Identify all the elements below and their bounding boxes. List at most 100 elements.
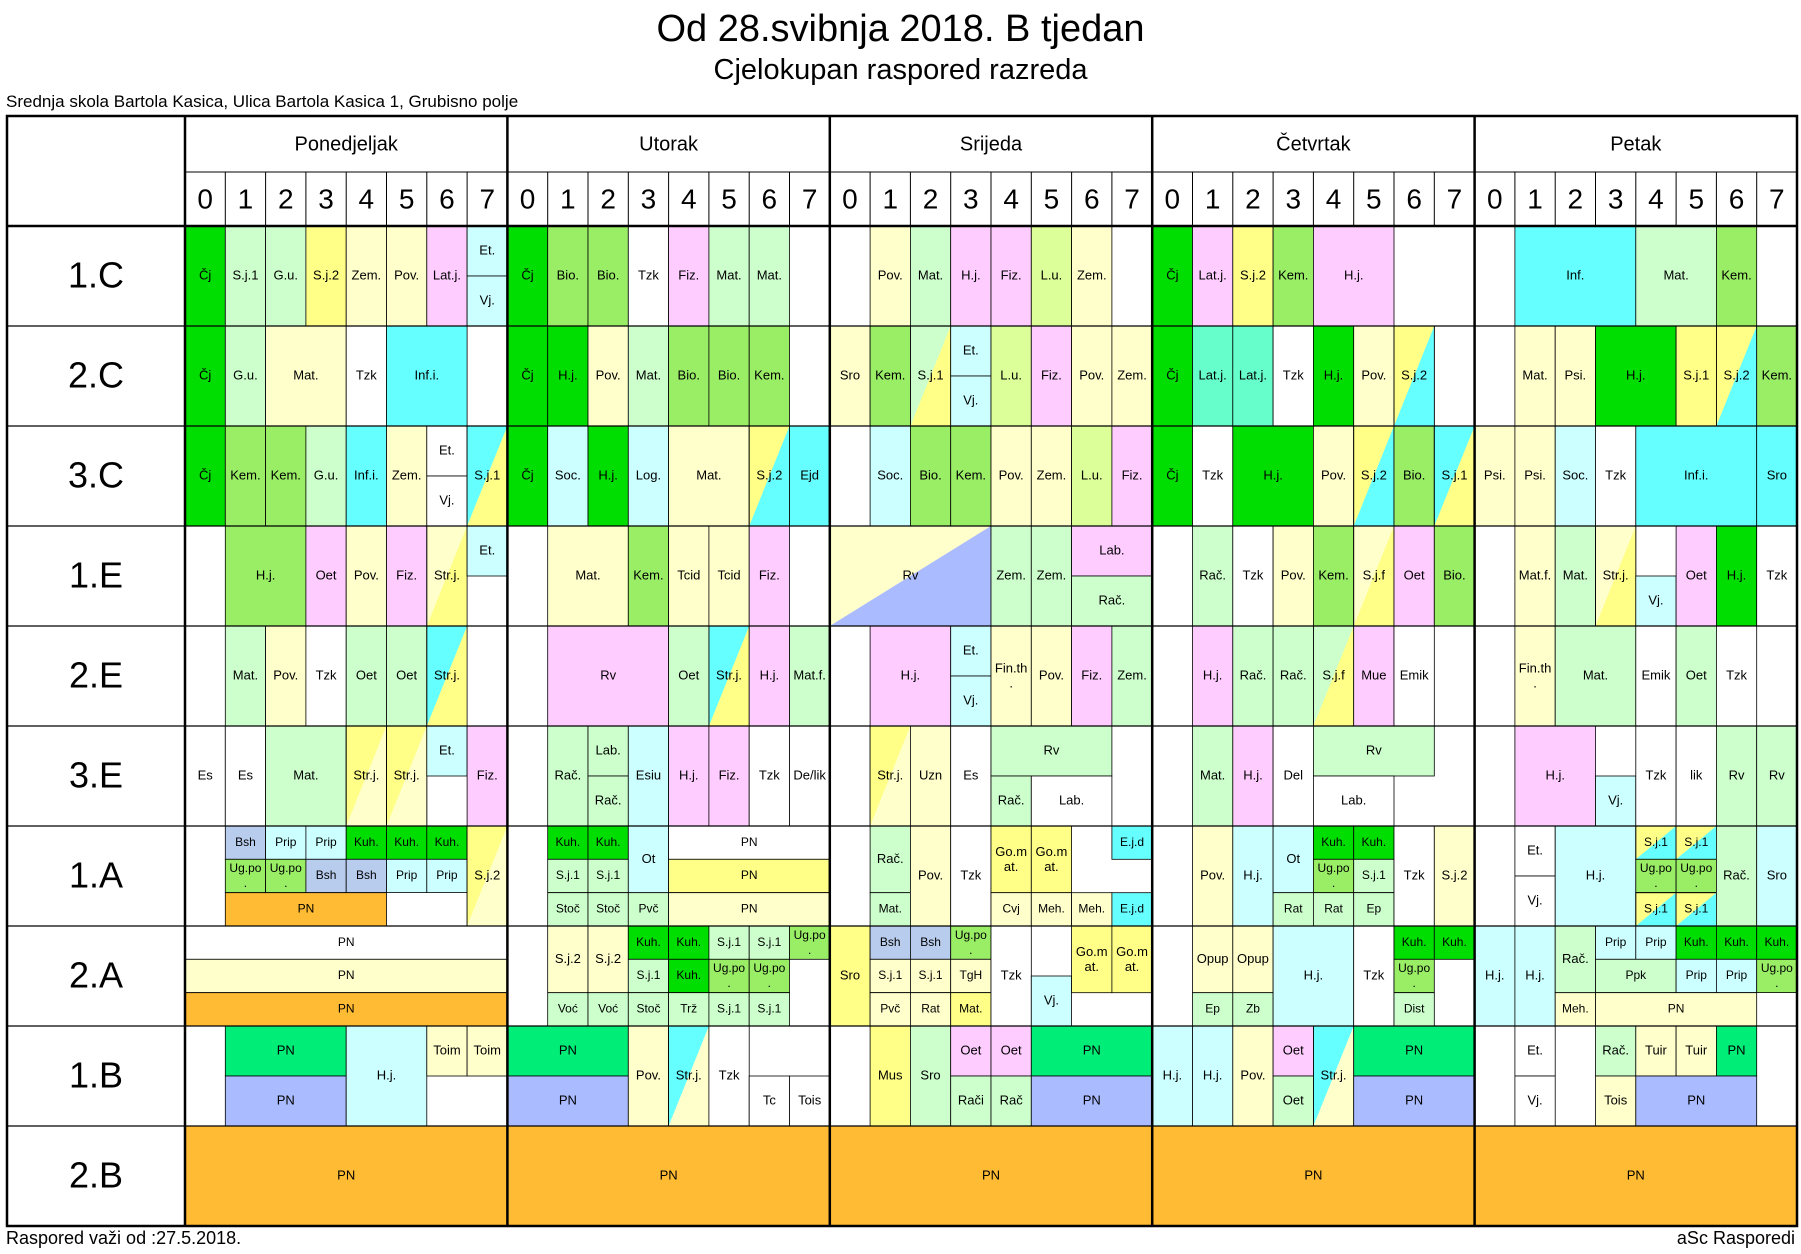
lesson-label: Pov. xyxy=(354,567,379,582)
lesson-cell xyxy=(1716,225,1758,327)
lesson-label: Str.j. xyxy=(434,667,460,682)
lesson-cell xyxy=(1393,958,1435,993)
lesson-label: Oet xyxy=(1283,1042,1304,1057)
lesson-cell-split xyxy=(1313,1026,1354,1126)
lesson-label: Rač. xyxy=(554,767,581,782)
lesson-label: Oet xyxy=(1686,667,1707,682)
lesson-label: H.j. xyxy=(377,1067,397,1082)
lesson-label: Vj. xyxy=(439,492,454,507)
lesson-label: Tzk xyxy=(960,867,981,882)
lesson-label: Čj xyxy=(1166,267,1178,282)
lesson-label: Čj xyxy=(521,467,533,482)
lesson-label: Vj. xyxy=(1527,1092,1542,1107)
lesson-cell xyxy=(305,825,347,860)
lesson-cell xyxy=(668,992,710,1027)
lesson-label: Kem. xyxy=(875,367,905,382)
lesson-label: Fiz. xyxy=(1081,667,1102,682)
lesson-cell xyxy=(224,1075,347,1127)
lesson-label: . xyxy=(727,976,730,990)
lesson-label: S.j.1 xyxy=(1644,835,1668,849)
lesson-label: Bsh xyxy=(356,868,377,882)
lesson-label: Bio. xyxy=(1443,567,1465,582)
lesson-cell-split xyxy=(668,1026,709,1126)
lesson-label: Stoč xyxy=(596,902,620,916)
lesson-cell xyxy=(1353,625,1395,727)
lesson-label: Tzk xyxy=(316,667,337,682)
lesson-label: Sro xyxy=(1767,867,1787,882)
lesson-label: Prip xyxy=(396,868,418,882)
lesson-label: Bio. xyxy=(1403,467,1425,482)
lesson-cell xyxy=(466,225,508,277)
lesson-label: Str.j. xyxy=(877,767,903,782)
lesson-cell-split xyxy=(467,426,508,526)
lesson-cell-split xyxy=(1595,526,1636,626)
class-label: 3.E xyxy=(69,755,123,796)
lesson-cell xyxy=(547,925,589,994)
lesson-cell xyxy=(1232,325,1274,427)
lesson-label: Bsh xyxy=(316,868,337,882)
lesson-cell xyxy=(426,1025,468,1077)
lesson-cell xyxy=(1635,575,1677,627)
lesson-cell xyxy=(305,625,347,727)
lesson-label: Mat. xyxy=(293,367,318,382)
lesson-label: PN xyxy=(741,902,758,916)
lesson-cell xyxy=(1675,925,1717,960)
lesson-cell xyxy=(1151,1025,1193,1127)
lesson-cell xyxy=(224,892,387,927)
period-number: 1 xyxy=(1205,183,1221,214)
lesson-label: Tois xyxy=(798,1092,822,1107)
lesson-cell xyxy=(1514,1025,1556,1077)
lesson-cell xyxy=(869,958,911,993)
lesson-label: Str.j. xyxy=(353,767,379,782)
lesson-label: Oet xyxy=(960,1042,981,1057)
lesson-cell xyxy=(829,325,871,427)
lesson-label: Zem. xyxy=(996,567,1026,582)
lesson-label: Inf.i. xyxy=(415,367,440,382)
lesson-label: Rač. xyxy=(1280,667,1307,682)
lesson-label: Tzk xyxy=(356,367,377,382)
lesson-label: Et. xyxy=(479,542,495,557)
lesson-label: Prip xyxy=(1686,968,1708,982)
lesson-cell xyxy=(950,958,992,993)
lesson-cell xyxy=(547,225,589,327)
lesson-label: . xyxy=(1412,976,1415,990)
lesson-label: Emik xyxy=(1642,667,1671,682)
lesson-label: Tuir xyxy=(1685,1042,1708,1057)
lesson-cell xyxy=(1071,925,1113,994)
lesson-label: Oet xyxy=(1001,1042,1022,1057)
lesson-label: Rači xyxy=(958,1092,984,1107)
class-label: 2.C xyxy=(68,355,124,396)
lesson-label: Tuir xyxy=(1645,1042,1668,1057)
period-number: 3 xyxy=(641,183,657,214)
lesson-label: Kem. xyxy=(1278,267,1308,282)
lesson-label: Bsh xyxy=(880,935,901,949)
lesson-label: PN xyxy=(1405,1042,1423,1057)
lesson-cell-split xyxy=(346,726,387,826)
lesson-cell xyxy=(668,892,831,927)
class-label: 2.B xyxy=(69,1155,123,1196)
lesson-label: PN xyxy=(1687,1092,1705,1107)
lesson-cell xyxy=(345,325,387,427)
lesson-label: Zem. xyxy=(352,267,382,282)
lesson-label: H.j. xyxy=(961,267,981,282)
lesson-cell xyxy=(789,1075,831,1127)
lesson-label: S.j.1 xyxy=(232,267,258,282)
lesson-label: Et. xyxy=(963,642,979,657)
lesson-label: Pov. xyxy=(394,267,419,282)
lesson-cell-split xyxy=(1353,526,1394,626)
lesson-label: Mue xyxy=(1361,667,1386,682)
lesson-label: S.j.1 xyxy=(636,968,660,982)
lesson-label: Et. xyxy=(1527,842,1543,857)
day-header: Ponedjeljak xyxy=(294,133,398,155)
lesson-cell xyxy=(587,775,629,827)
lesson-label: Lab. xyxy=(1059,792,1084,807)
lesson-cell-split xyxy=(1635,826,1677,860)
lesson-label: Sro xyxy=(840,967,860,982)
period-number: 5 xyxy=(1366,183,1382,214)
lesson-label: Rat xyxy=(1284,902,1303,916)
lesson-cell xyxy=(1192,925,1234,994)
lesson-label: Fin.th xyxy=(1519,660,1552,675)
lesson-label: PN xyxy=(337,1167,355,1182)
lesson-label: Pov. xyxy=(999,467,1024,482)
lesson-cell xyxy=(1030,775,1113,827)
